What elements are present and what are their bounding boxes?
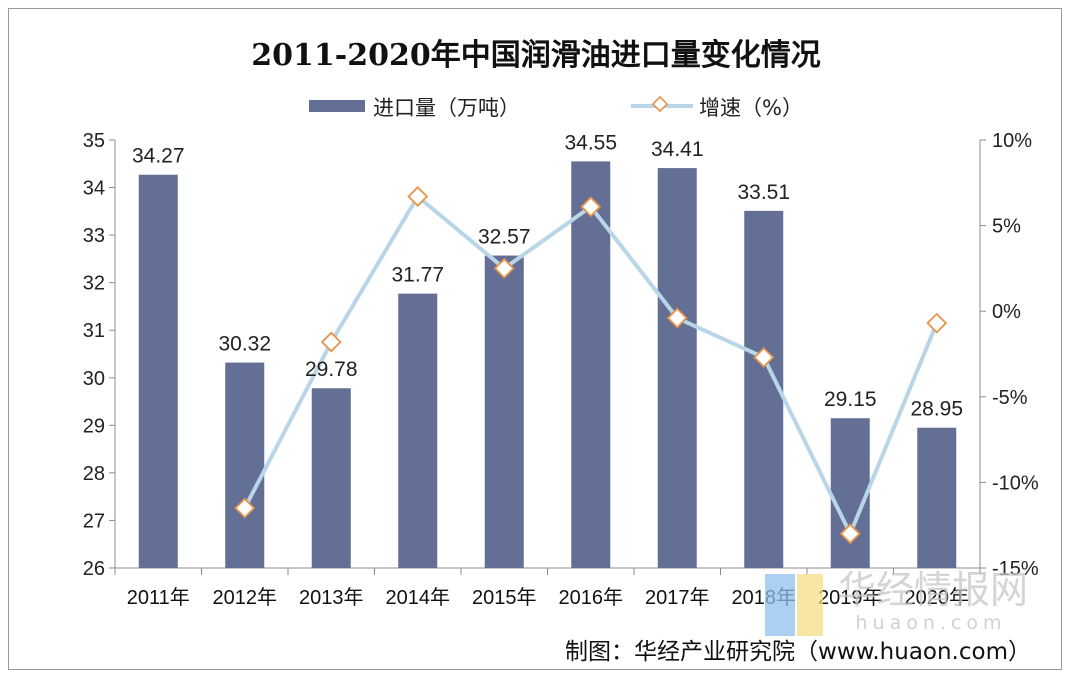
y-left-tick-label: 35 <box>83 130 105 152</box>
legend-line-marker <box>651 95 669 113</box>
y-left-tick-label: 34 <box>83 178 105 200</box>
x-tick-label: 2015年 <box>472 586 537 609</box>
legend-line-label: 增速（%） <box>699 96 803 120</box>
bar <box>571 161 611 568</box>
x-tick-label: 2019年 <box>818 586 883 609</box>
y-left-tick-label: 26 <box>83 558 105 580</box>
y-right-tick-label: 0% <box>992 301 1021 323</box>
y-left-tick-label: 28 <box>83 463 105 485</box>
growth-point <box>320 331 342 353</box>
growth-point <box>666 307 688 329</box>
x-tick-label: 2013年 <box>299 586 364 609</box>
chart-frame: 2011-2020年中国润滑油进口量变化情况进口量（万吨） 增速（%） 26 27 28… <box>8 8 1062 670</box>
legend-bar-label: 进口量（万吨） <box>373 96 520 120</box>
bar <box>657 168 697 568</box>
bar <box>138 174 178 568</box>
x-tick-label: 2011年 <box>127 586 190 609</box>
y-left-tick-label: 27 <box>83 510 105 532</box>
watermark-logo-blue <box>765 574 795 636</box>
bar-data-label: 34.27 <box>132 145 185 168</box>
bar-data-label: 32.57 <box>478 226 531 249</box>
bar-data-label: 28.95 <box>910 398 963 421</box>
bar-data-label: 33.51 <box>737 181 790 204</box>
bar <box>744 210 784 568</box>
growth-point <box>926 312 948 334</box>
bar <box>830 418 870 568</box>
y-right-tick-label: 10% <box>992 130 1032 152</box>
growth-point <box>407 186 429 207</box>
legend-bar-swatch <box>309 100 365 112</box>
x-tick-label: 2016年 <box>559 586 624 609</box>
growth-point <box>234 497 256 519</box>
y-left-tick-label: 31 <box>83 320 105 342</box>
y-left-tick-label: 29 <box>83 415 105 437</box>
x-tick-label: 2020年 <box>905 586 970 609</box>
bar-data-label: 34.55 <box>564 131 617 154</box>
growth-point <box>580 196 602 218</box>
chart-title: 2011-2020年中国润滑油进口量变化情况 <box>251 38 820 73</box>
bar <box>311 388 351 568</box>
watermark-domain: huaon.com <box>855 612 1006 634</box>
x-tick-label: 2012年 <box>213 586 278 609</box>
bar-data-label: 34.41 <box>651 138 704 161</box>
watermark-name: 华经情报网 <box>838 568 1028 612</box>
x-tick-label: 2014年 <box>386 586 451 609</box>
y-right-tick-label: -15% <box>992 558 1039 580</box>
bar <box>484 255 524 568</box>
bar-data-label: 31.77 <box>391 264 444 287</box>
growth-point <box>493 257 515 279</box>
y-left-tick-label: 33 <box>83 225 105 247</box>
x-tick-label: 2017年 <box>645 586 710 609</box>
bar-data-label: 29.78 <box>305 358 358 381</box>
y-left-tick-label: 32 <box>83 273 105 295</box>
growth-point <box>839 523 861 545</box>
y-right-tick-label: -10% <box>992 472 1039 494</box>
bar <box>917 427 957 568</box>
watermark-logo-yellow <box>797 574 823 636</box>
bar-data-label: 30.32 <box>218 333 271 356</box>
y-right-tick-label: -5% <box>992 387 1028 409</box>
bar <box>225 362 265 568</box>
y-right-tick-label: 5% <box>992 216 1021 238</box>
growth-point <box>753 346 775 368</box>
source-credit: 制图：华经产业研究院（www.huaon.com） <box>565 639 1031 665</box>
bar-data-label: 29.15 <box>824 388 877 411</box>
bar <box>398 293 438 568</box>
y-left-tick-label: 30 <box>83 368 105 390</box>
